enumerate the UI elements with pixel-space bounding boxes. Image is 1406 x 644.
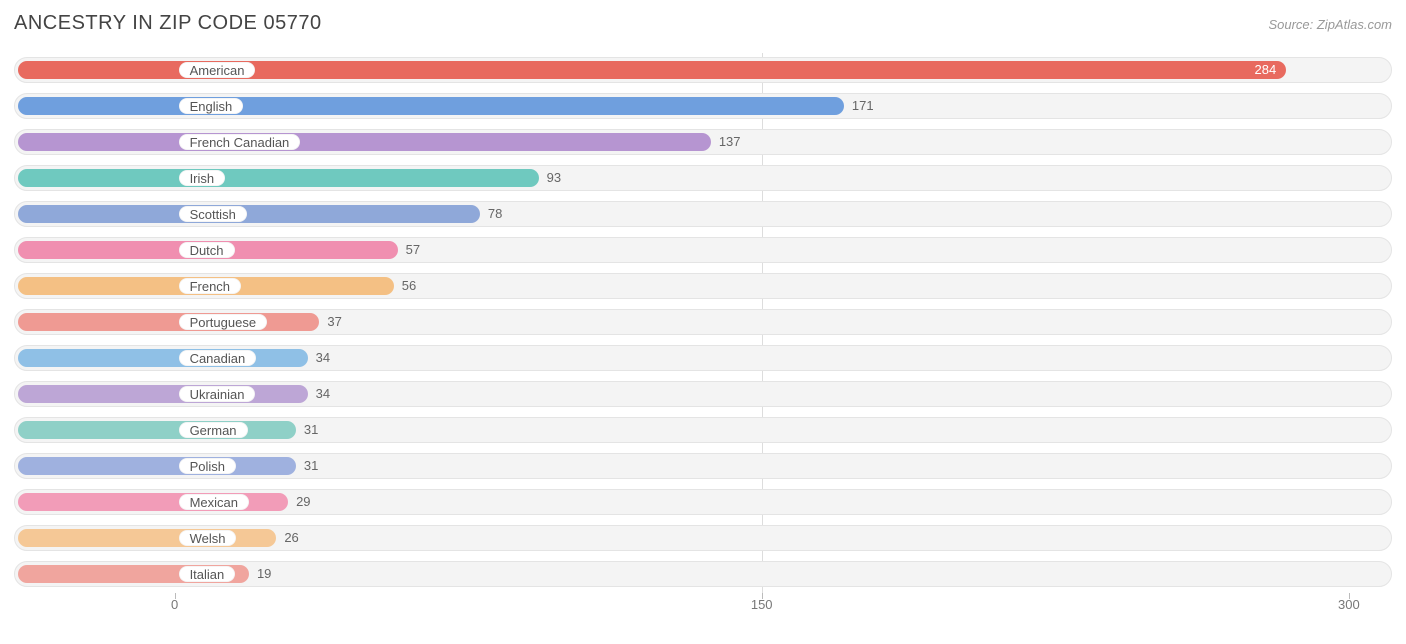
bar-category-label: English [179, 98, 244, 114]
axis-tick-label: 150 [751, 597, 773, 612]
bar-category-label: American [179, 62, 256, 78]
bar-value-label: 26 [284, 529, 298, 547]
chart-source: Source: ZipAtlas.com [1268, 17, 1392, 32]
bar-category-label: Ukrainian [179, 386, 256, 402]
bar-value-label: 37 [327, 313, 341, 331]
bar-row: Mexican 29 [14, 485, 1392, 519]
bar-fill [18, 313, 319, 331]
bar-row: Portuguese 37 [14, 305, 1392, 339]
x-axis: 0 150 300 [14, 593, 1392, 617]
bar-category-label: French Canadian [179, 134, 301, 150]
bar-row: Polish 31 [14, 449, 1392, 483]
bar-value-label: 29 [296, 493, 310, 511]
plot-area: American 284 English 171 French Canadian 137 I… [14, 53, 1392, 593]
bar-category-label: Irish [179, 170, 226, 186]
bar-value-label: 34 [316, 349, 330, 367]
bar-fill [18, 133, 711, 151]
bar-category-label: Italian [179, 566, 236, 582]
bar-value-label: 93 [547, 169, 561, 187]
axis-tick-label: 300 [1338, 597, 1360, 612]
bar-fill [18, 421, 296, 439]
bar-row: English 171 [14, 89, 1392, 123]
chart-title: ANCESTRY IN ZIP CODE 05770 [14, 12, 322, 35]
bar-fill [18, 349, 308, 367]
bar-fill [18, 205, 480, 223]
ancestry-bar-chart: ANCESTRY IN ZIP CODE 05770 Source: ZipAt… [0, 0, 1406, 627]
bar-category-label: Welsh [179, 530, 237, 546]
bar-row: Canadian 34 [14, 341, 1392, 375]
bar-row: American 284 [14, 53, 1392, 87]
bar-category-label: Dutch [179, 242, 235, 258]
bar-value-label: 171 [852, 97, 874, 115]
bar-value-label: 34 [316, 385, 330, 403]
bar-fill [18, 457, 296, 475]
bar-fill [18, 385, 308, 403]
bar-row: Ukrainian 34 [14, 377, 1392, 411]
bar-value-label: 284 [1255, 61, 1277, 79]
bar-row: Irish 93 [14, 161, 1392, 195]
bar-row: French Canadian 137 [14, 125, 1392, 159]
bar-value-label: 56 [402, 277, 416, 295]
bar-row: German 31 [14, 413, 1392, 447]
bar-row: Italian 19 [14, 557, 1392, 591]
bar-category-label: Mexican [179, 494, 249, 510]
bar-row: Welsh 26 [14, 521, 1392, 555]
bar-category-label: Scottish [179, 206, 247, 222]
bar-fill [18, 97, 844, 115]
bar-fill [18, 169, 539, 187]
bar-category-label: Polish [179, 458, 236, 474]
bar-fill [18, 529, 276, 547]
bar-category-label: German [179, 422, 248, 438]
bar-value-label: 137 [719, 133, 741, 151]
bar-row: Dutch 57 [14, 233, 1392, 267]
axis-tick-label: 0 [171, 597, 178, 612]
bar-value-label: 31 [304, 421, 318, 439]
bar-value-label: 57 [406, 241, 420, 259]
bar-value-label: 78 [488, 205, 502, 223]
bar-value-label: 19 [257, 565, 271, 583]
chart-header: ANCESTRY IN ZIP CODE 05770 Source: ZipAt… [14, 12, 1392, 35]
bar-row: Scottish 78 [14, 197, 1392, 231]
bar-row: French 56 [14, 269, 1392, 303]
bar-category-label: Portuguese [179, 314, 268, 330]
bar-value-label: 31 [304, 457, 318, 475]
bar-category-label: Canadian [179, 350, 257, 366]
bar-category-label: French [179, 278, 241, 294]
